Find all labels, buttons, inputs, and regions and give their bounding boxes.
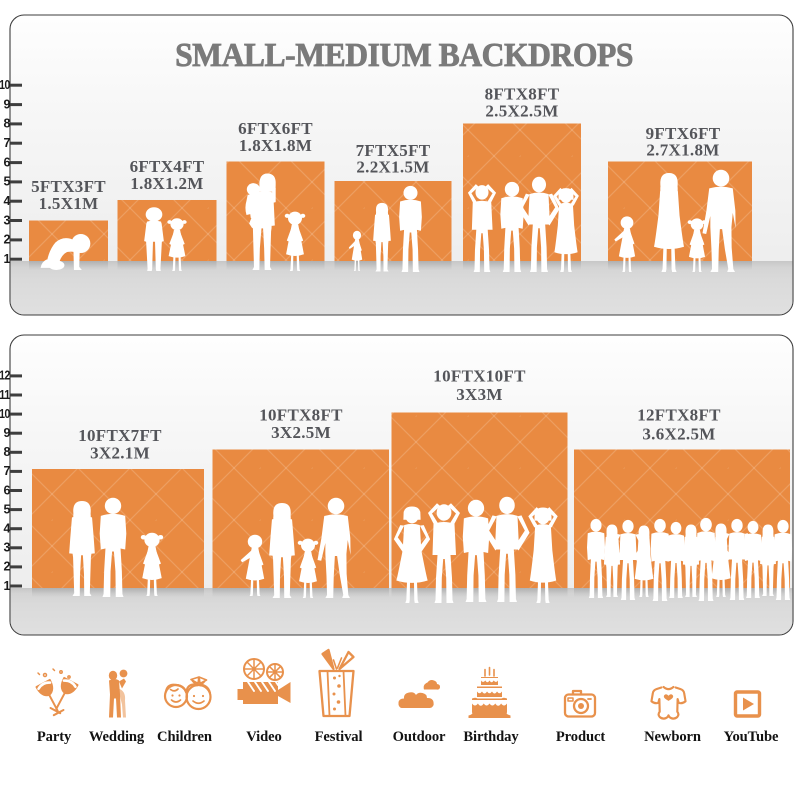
svg-text:Outdoor: Outdoor	[393, 729, 446, 745]
svg-text:1.8X1.2M: 1.8X1.2M	[130, 174, 203, 193]
svg-text:9: 9	[3, 97, 10, 111]
svg-text:Birthday: Birthday	[463, 729, 519, 745]
svg-text:10FTX8FT: 10FTX8FT	[259, 406, 343, 425]
svg-text:4: 4	[3, 194, 10, 208]
svg-text:Product: Product	[556, 729, 606, 745]
svg-text:5FTX3FT: 5FTX3FT	[31, 177, 106, 196]
svg-text:10: 10	[0, 78, 10, 92]
svg-text:Wedding: Wedding	[89, 729, 145, 745]
svg-text:1.8X1.8M: 1.8X1.8M	[239, 136, 312, 155]
svg-text:3: 3	[3, 213, 10, 227]
svg-text:1.5X1M: 1.5X1M	[39, 194, 99, 213]
svg-text:3.6X2.5M: 3.6X2.5M	[642, 425, 715, 444]
svg-text:5: 5	[3, 502, 10, 516]
svg-text:2: 2	[3, 233, 10, 247]
svg-text:6FTX6FT: 6FTX6FT	[238, 119, 313, 138]
svg-text:8: 8	[3, 445, 10, 459]
svg-text:3X3M: 3X3M	[456, 385, 503, 404]
svg-text:9FTX6FT: 9FTX6FT	[646, 124, 721, 143]
svg-text:1: 1	[3, 252, 10, 266]
svg-text:10FTX10FT: 10FTX10FT	[433, 367, 526, 386]
svg-text:3X2.1M: 3X2.1M	[90, 444, 150, 463]
svg-text:2.2X1.5M: 2.2X1.5M	[356, 158, 429, 177]
svg-text:Video: Video	[246, 729, 281, 745]
svg-text:4: 4	[3, 522, 10, 536]
svg-text:Newborn: Newborn	[644, 729, 701, 745]
svg-text:2.5X2.5M: 2.5X2.5M	[485, 102, 558, 121]
svg-text:YouTube: YouTube	[724, 729, 779, 745]
svg-text:7: 7	[3, 464, 10, 478]
svg-text:5: 5	[3, 175, 10, 189]
svg-text:10: 10	[0, 407, 10, 421]
svg-text:2: 2	[3, 560, 10, 574]
svg-text:3X2.5M: 3X2.5M	[271, 423, 331, 442]
svg-text:1: 1	[3, 579, 10, 593]
svg-text:12: 12	[0, 369, 10, 383]
svg-text:12FTX8FT: 12FTX8FT	[637, 406, 721, 425]
svg-text:7FTX5FT: 7FTX5FT	[356, 141, 431, 160]
svg-text:Children: Children	[157, 729, 212, 745]
svg-text:Festival: Festival	[315, 729, 363, 745]
svg-text:6: 6	[3, 155, 10, 169]
svg-text:7: 7	[3, 136, 10, 150]
svg-text:Party: Party	[37, 729, 72, 745]
svg-text:11: 11	[0, 388, 10, 402]
svg-text:6FTX4FT: 6FTX4FT	[130, 157, 205, 176]
svg-text:9: 9	[3, 426, 10, 440]
svg-text:6: 6	[3, 483, 10, 497]
svg-text:2.7X1.8M: 2.7X1.8M	[646, 141, 719, 160]
svg-text:10FTX7FT: 10FTX7FT	[78, 426, 162, 445]
svg-text:8: 8	[3, 117, 10, 131]
svg-text:8FTX8FT: 8FTX8FT	[485, 85, 560, 104]
svg-text:3: 3	[3, 541, 10, 555]
svg-text:SMALL-MEDIUM BACKDROPS: SMALL-MEDIUM BACKDROPS	[175, 37, 633, 74]
